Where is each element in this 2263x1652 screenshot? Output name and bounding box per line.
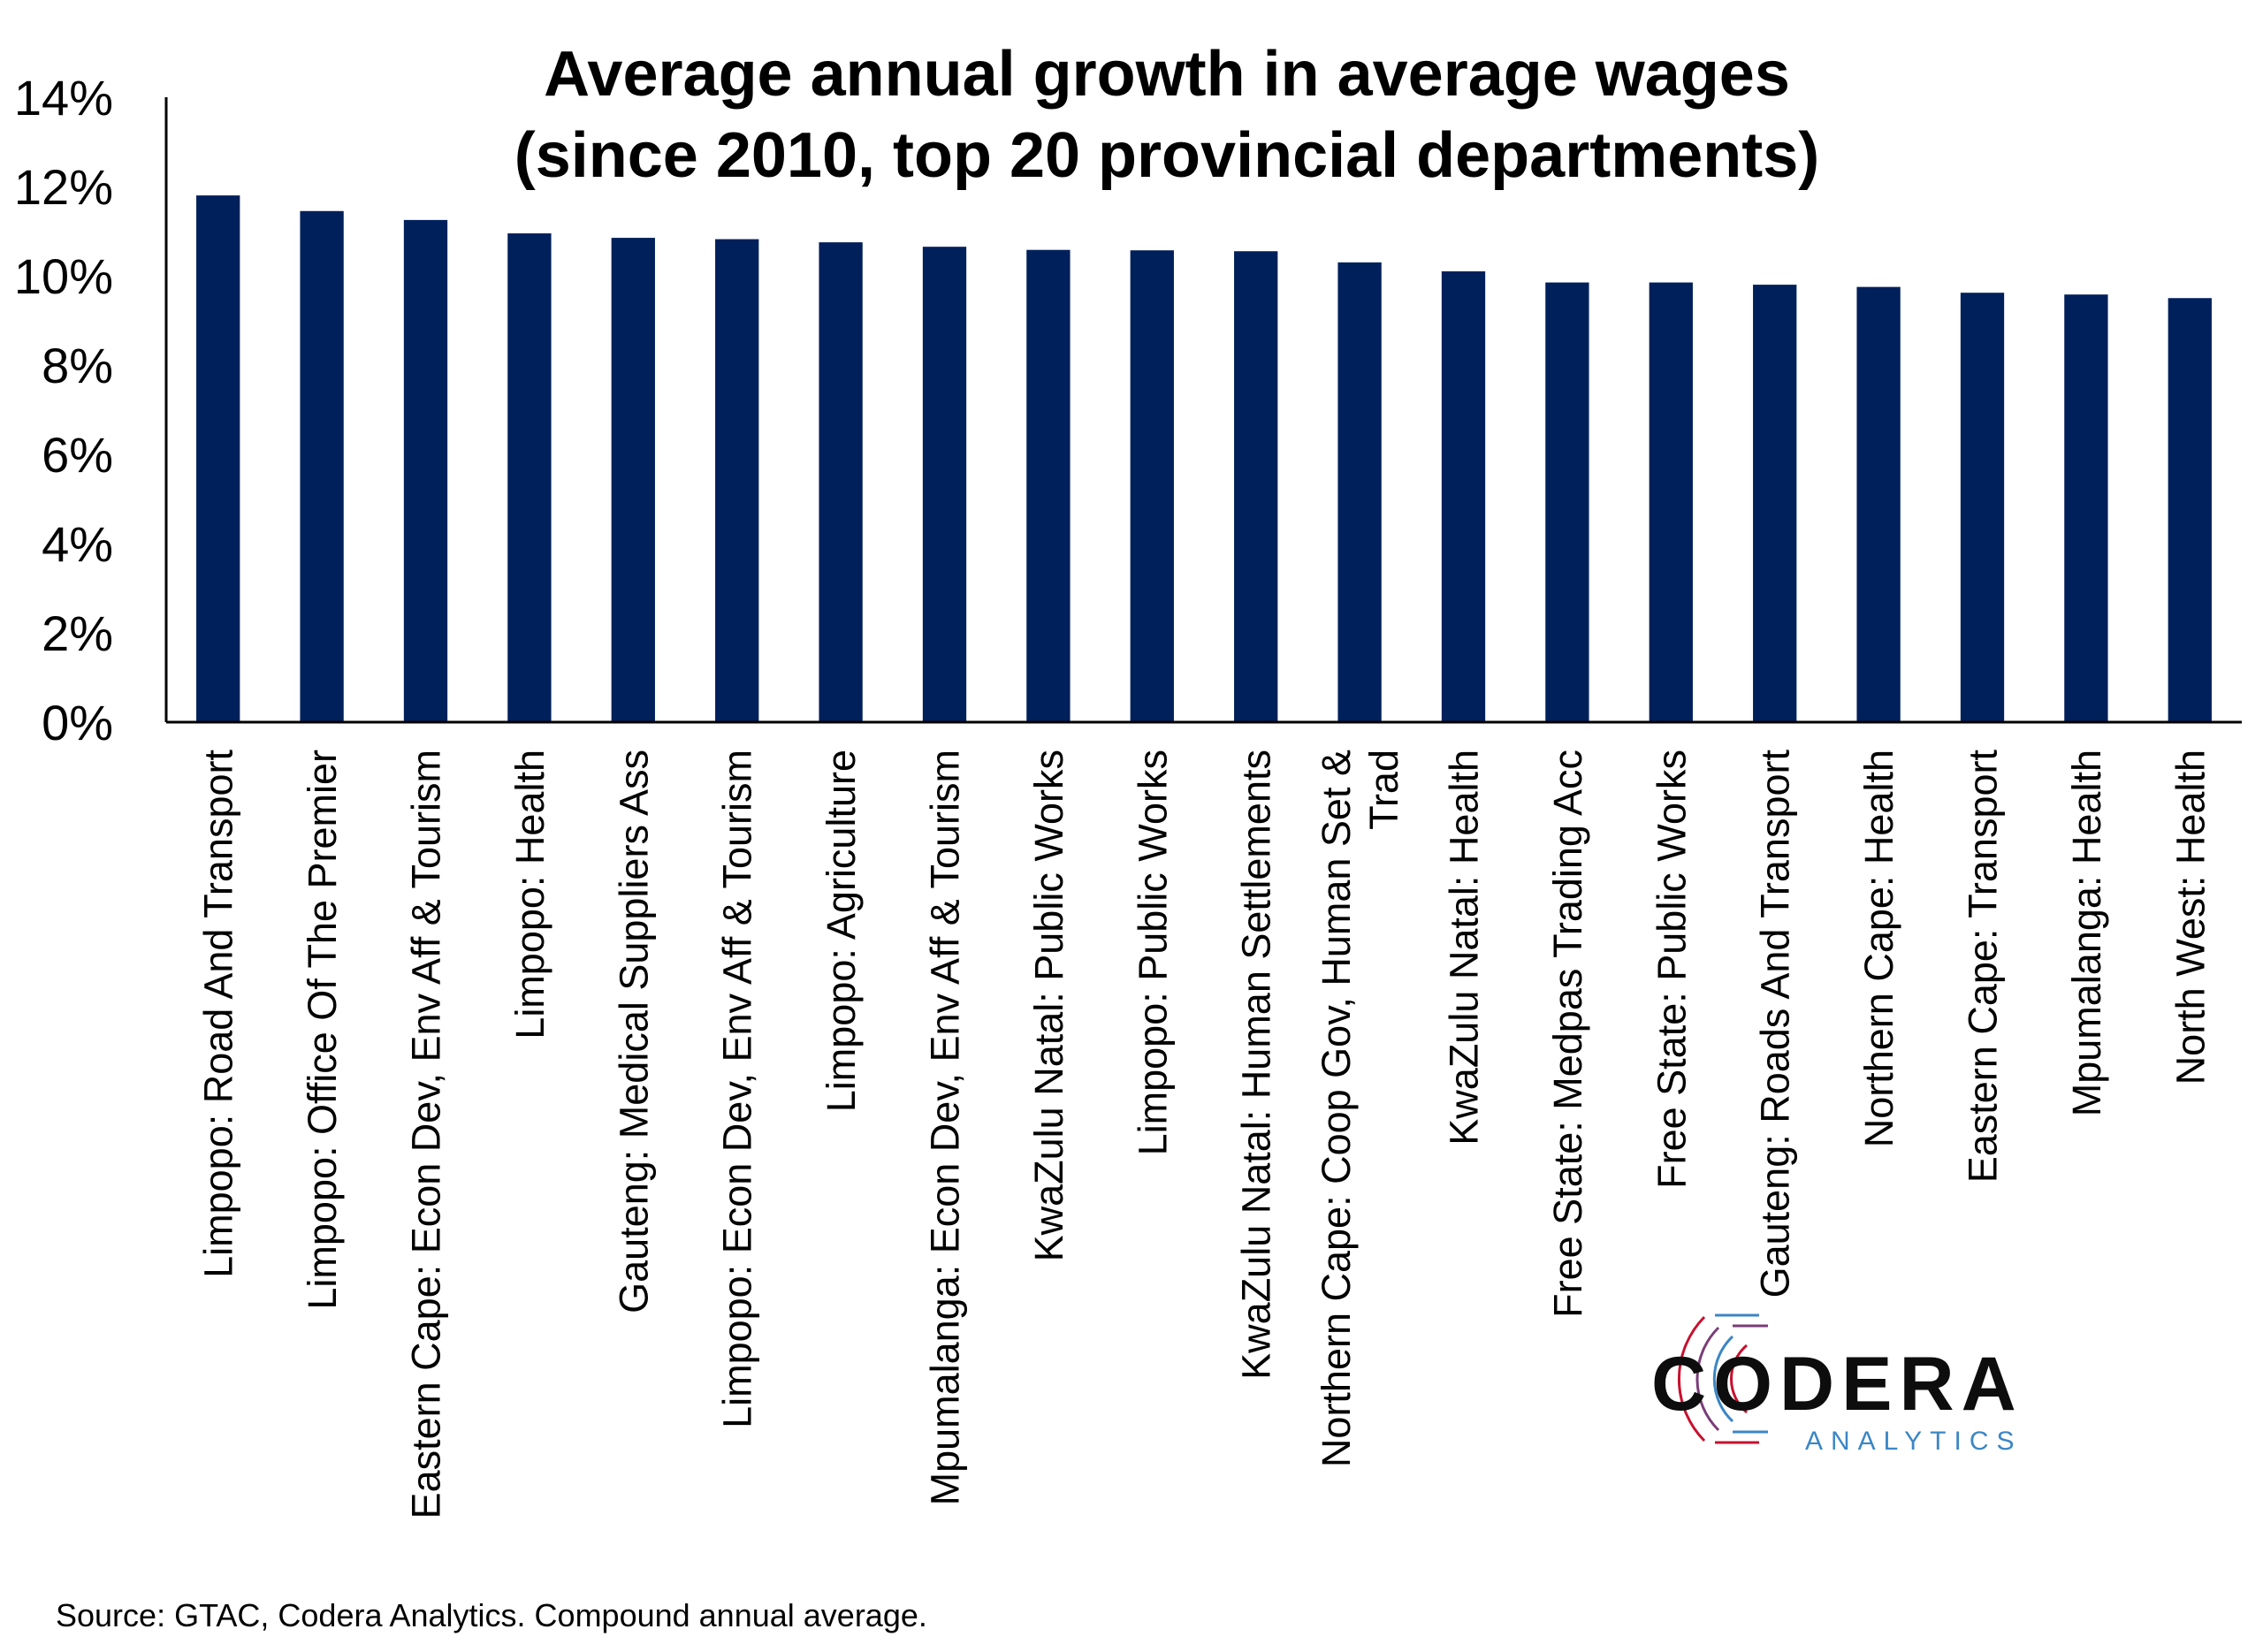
logo-wordmark: CODERA bbox=[1651, 1342, 2023, 1427]
x-category-label: Limpopo: Agriculture bbox=[819, 750, 864, 1112]
codera-logo: CODERA ANALYTICS bbox=[1651, 1313, 2023, 1456]
x-category-label: KwaZulu Natal: Public Works bbox=[1026, 750, 1071, 1261]
bar bbox=[1649, 282, 1693, 722]
bar bbox=[819, 242, 863, 722]
x-category-label: Limpopo: Road And Transport bbox=[196, 750, 241, 1278]
y-tick-label: 8% bbox=[42, 338, 113, 393]
bar bbox=[1545, 282, 1589, 722]
bar bbox=[1234, 251, 1278, 723]
bars bbox=[196, 195, 2212, 723]
x-category-label: Gauteng: Medical Suppliers Ass bbox=[611, 750, 656, 1313]
bar bbox=[1856, 286, 1901, 722]
bar bbox=[1026, 249, 1071, 723]
x-category-label: Limpopo: Health bbox=[507, 750, 552, 1039]
y-tick-label: 4% bbox=[42, 516, 113, 572]
bar bbox=[1337, 262, 1382, 723]
bar bbox=[403, 219, 448, 722]
axes bbox=[164, 97, 2242, 724]
bar bbox=[507, 233, 552, 722]
source-note: Source: GTAC, Codera Analytics. Compound… bbox=[56, 1597, 927, 1633]
y-tick-label: 6% bbox=[42, 427, 113, 483]
bar bbox=[196, 195, 240, 723]
x-category-label: Eastern Cape: Transport bbox=[1961, 750, 2006, 1184]
bar bbox=[300, 210, 344, 722]
chart-title-line-2: (since 2010, top 20 provincial departmen… bbox=[514, 120, 1820, 191]
y-tick-label: 10% bbox=[14, 248, 113, 304]
x-category-label: Gauteng: Roads And Transport bbox=[1753, 750, 1798, 1298]
x-category-label: KwaZulu Natal: Human Settlements bbox=[1234, 750, 1279, 1380]
chart-title: Average annual growth in average wages (… bbox=[514, 39, 1820, 191]
x-category-label: Northern Cape: Health bbox=[1856, 750, 1901, 1147]
x-category-label: Limpopo: Econ Dev, Env Aff & Tourism bbox=[715, 750, 760, 1428]
x-category-label: Northern Cape: Coop Gov, Human Set & bbox=[1314, 750, 1359, 1467]
bar bbox=[1441, 270, 1486, 722]
x-category-label: Limpopo: Public Works bbox=[1130, 750, 1175, 1155]
y-tick-label: 2% bbox=[42, 605, 113, 661]
x-category-label: Free State: Public Works bbox=[1649, 750, 1694, 1189]
bar bbox=[2064, 294, 2108, 722]
y-tick-label: 0% bbox=[42, 695, 113, 750]
x-category-label: Eastern Cape: Econ Dev, Env Aff & Touris… bbox=[404, 750, 449, 1519]
x-axis-category-labels: Limpopo: Road And Transport Limpopo: Offi… bbox=[196, 750, 2213, 1519]
x-category-label: Mpumalanga: Econ Dev, Env Aff & Tourism bbox=[923, 750, 968, 1505]
bar bbox=[1130, 250, 1174, 723]
y-axis-tick-labels: 0% 2% 4% 6% 8% 10% 12% 14% bbox=[14, 70, 113, 750]
x-category-label: Free State: Medpas Trading Acc bbox=[1545, 750, 1590, 1318]
logo-arc-icon bbox=[1677, 1313, 1768, 1444]
bar bbox=[1753, 285, 1797, 722]
chart-title-line-1: Average annual growth in average wages bbox=[544, 39, 1790, 110]
x-category-label: Trad bbox=[1361, 750, 1406, 830]
bar bbox=[922, 247, 967, 722]
logo-subtitle: ANALYTICS bbox=[1805, 1427, 2023, 1456]
y-tick-label: 14% bbox=[14, 70, 113, 126]
x-category-label: North West: Health bbox=[2168, 750, 2213, 1085]
x-category-label: Mpumalanga: Health bbox=[2064, 750, 2109, 1116]
bar bbox=[611, 238, 655, 722]
bar bbox=[2168, 298, 2212, 722]
y-tick-label: 12% bbox=[14, 159, 113, 215]
x-category-label: KwaZulu Natal: Health bbox=[1442, 750, 1487, 1146]
bar bbox=[1960, 293, 2005, 722]
bar bbox=[715, 239, 759, 723]
x-category-label: Limpopo: Office Of The Premier bbox=[300, 750, 345, 1310]
